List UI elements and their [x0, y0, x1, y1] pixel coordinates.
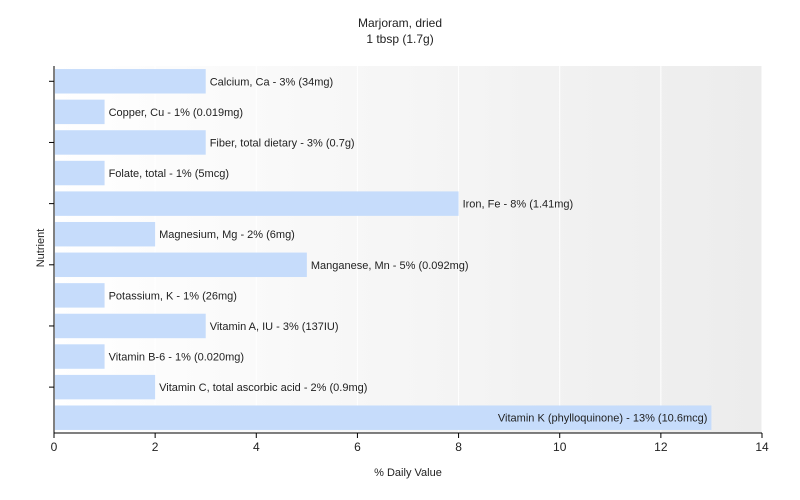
bar-label: Vitamin K (phylloquinone) - 13% (10.6mcg…	[498, 413, 708, 425]
bar	[55, 99, 105, 125]
x-tick-label: 0	[51, 440, 58, 454]
chart-subtitle-text: 1 tbsp (1.7g)	[366, 32, 434, 46]
bar-label: Vitamin B-6 - 1% (0.020mg)	[109, 352, 245, 364]
bar	[55, 344, 105, 369]
y-axis-title: Nutrient	[35, 229, 47, 268]
x-tick-label: 14	[755, 440, 769, 454]
bar-label: Fiber, total dietary - 3% (0.7g)	[210, 137, 355, 149]
x-axis-title: % Daily Value	[374, 467, 442, 479]
bar-label: Folate, total - 1% (5mcg)	[109, 168, 229, 180]
bar	[55, 252, 307, 278]
x-tick-label: 10	[553, 440, 567, 454]
x-tick-label: 6	[354, 440, 361, 454]
bar	[55, 221, 156, 247]
bar	[55, 130, 206, 155]
bar	[55, 283, 105, 308]
bar	[55, 191, 459, 216]
axes: 0 2 4 6 8 10 12 14	[49, 66, 769, 454]
bar-label: Copper, Cu - 1% (0.019mg)	[109, 107, 244, 119]
chart-title: Marjoram, dried 1 tbsp (1.7g)	[0, 15, 800, 47]
plot-area	[54, 66, 762, 433]
bar-label: Magnesium, Mg - 2% (6mg)	[159, 229, 295, 241]
chart-title-text: Marjoram, dried	[357, 16, 443, 30]
x-tick-label: 8	[455, 440, 462, 454]
x-tick-label: 4	[253, 440, 260, 454]
bar-label: Iron, Fe - 8% (1.41mg)	[463, 199, 574, 211]
bar	[55, 313, 206, 339]
x-tick-label: 2	[152, 440, 159, 454]
bar	[55, 374, 156, 400]
bar	[55, 69, 206, 94]
grid-lines	[154, 66, 763, 433]
bar-label: Vitamin A, IU - 3% (137IU)	[210, 321, 339, 333]
x-tick-label: 12	[654, 440, 668, 454]
bar	[55, 160, 105, 186]
bar-label: Calcium, Ca - 3% (34mg)	[210, 76, 333, 88]
bar-label: Manganese, Mn - 5% (0.092mg)	[311, 260, 469, 272]
bars: Calcium, Ca - 3% (34mg) Copper, Cu - 1% (…	[55, 69, 712, 430]
bar	[55, 405, 712, 430]
plot-background	[54, 66, 762, 433]
bar-label: Potassium, K - 1% (26mg)	[109, 290, 237, 302]
bar-label: Vitamin C, total ascorbic acid - 2% (0.9…	[159, 382, 367, 394]
